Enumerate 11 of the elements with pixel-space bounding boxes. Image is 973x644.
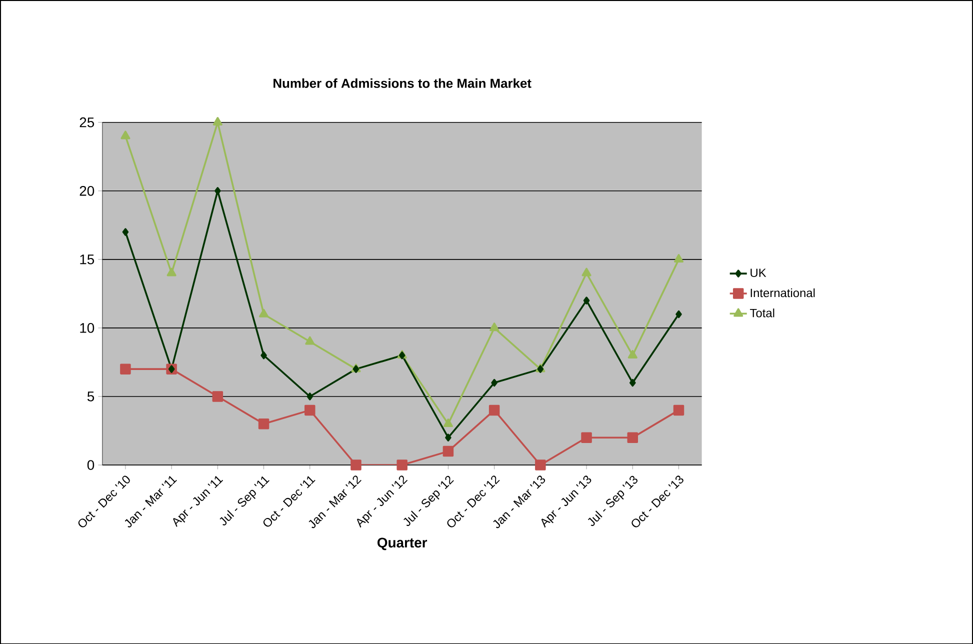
y-tick-label: 20 [80, 186, 94, 196]
x-axis-title: Quarter [378, 538, 428, 550]
y-tick-label: 15 [80, 254, 94, 264]
y-tick-label: 25 [80, 117, 94, 128]
y-tick-label: 5 [87, 391, 94, 402]
legend-label: International [750, 288, 815, 298]
chart-title: Number of Admissions to the Main Market [274, 78, 532, 88]
legend-label: Total [750, 308, 774, 318]
legend-label: UK [750, 268, 766, 277]
y-tick-label: 0 [87, 460, 94, 470]
y-tick-label: 10 [80, 322, 94, 333]
